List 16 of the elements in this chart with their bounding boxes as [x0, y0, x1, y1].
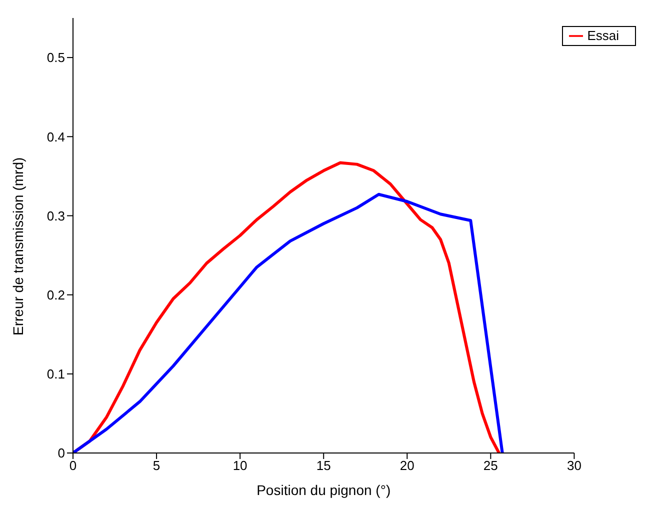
- y-tick-label: 0.5: [46, 50, 65, 66]
- x-axis-title: Position du pignon (°): [256, 482, 391, 498]
- y-tick-label: 0.2: [46, 287, 65, 302]
- x-tick-label: 5: [152, 458, 160, 474]
- x-tick-label: 15: [316, 458, 331, 474]
- x-tick-label: 0: [69, 458, 77, 474]
- x-tick-label: 25: [483, 458, 498, 474]
- legend-label: Essai: [587, 28, 619, 43]
- y-tick-label: 0.1: [46, 366, 65, 382]
- y-tick-label: 0.4: [46, 129, 65, 144]
- x-tick-label: 30: [566, 458, 582, 474]
- y-tick-label: 0: [58, 446, 65, 461]
- y-axis-title: Erreur de transmission (mrd): [10, 157, 26, 336]
- x-tick-label: 10: [232, 458, 248, 474]
- y-tick-label: 0.3: [46, 208, 65, 224]
- x-tick-label: 20: [400, 458, 414, 474]
